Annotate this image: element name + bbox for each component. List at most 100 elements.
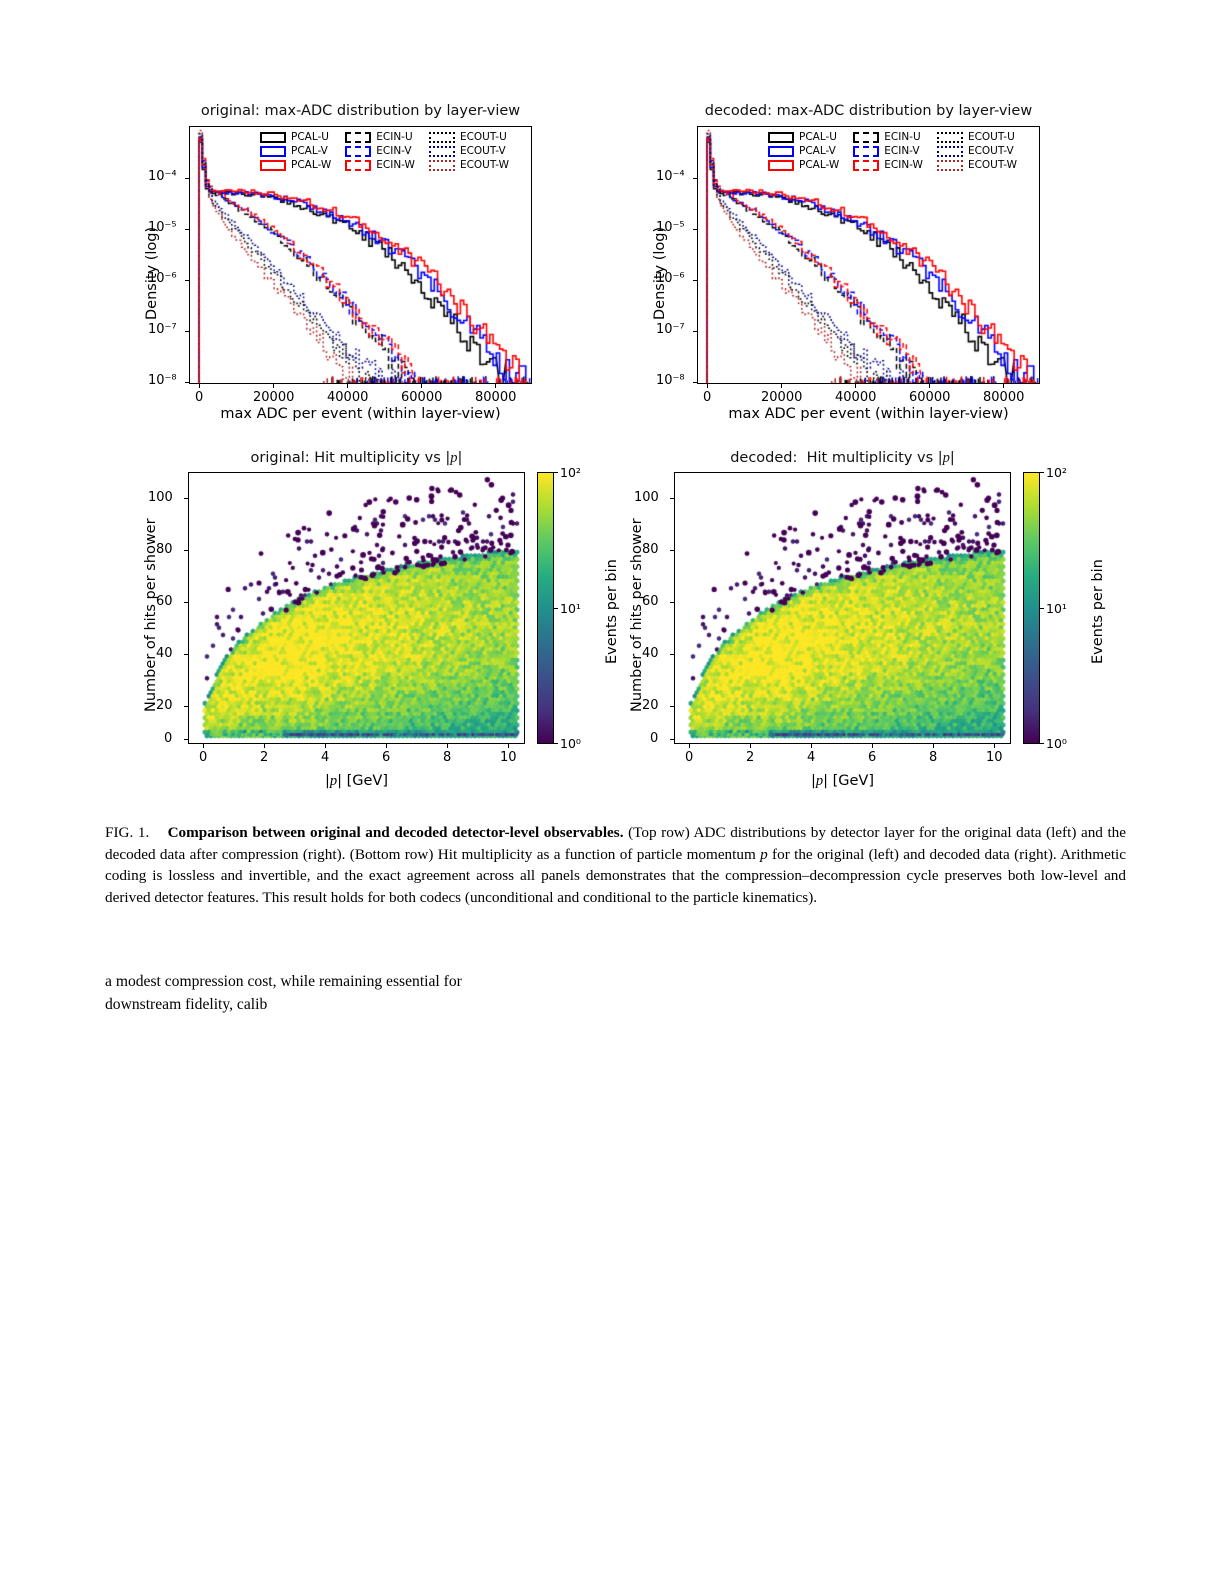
ytick-label: 100 [148, 490, 173, 505]
colorbar-tick-label: 10¹ [1046, 601, 1067, 616]
xtick-label: 0 [199, 750, 208, 765]
ytick-label: 40 [156, 646, 173, 661]
panel-bottom-right-ylabel: Number of hits per shower [629, 518, 645, 712]
panel-bottom-left-canvas [189, 473, 524, 743]
ytick-label: 20 [156, 698, 173, 713]
panel-bottom-left-xlabel-text: |p| [GeV] [324, 773, 389, 789]
colorbar-tick-label: 10¹ [560, 601, 581, 616]
panel-bottom-left-ylabel: Number of hits per shower [143, 518, 159, 712]
legend-label: PCAL-U [291, 131, 329, 143]
xtick-label: 20000 [253, 390, 295, 405]
panel-top-left-title: original: max-ADC distribution by layer-… [200, 103, 521, 119]
ytick-label: 40 [642, 646, 659, 661]
colorbar-tick-label: 10⁰ [1046, 736, 1067, 751]
legend-item: PCAL-U [768, 131, 839, 143]
xtick-label: 40000 [327, 390, 369, 405]
xtick-label: 8 [929, 750, 938, 765]
legend-item: PCAL-V [768, 145, 839, 157]
ytick-label: 60 [642, 594, 659, 609]
body-line-1: a modest compression cost, while remaini… [105, 973, 462, 990]
ytick-label: 10⁻⁶ [148, 271, 177, 286]
legend-label: PCAL-W [291, 159, 332, 171]
legend-swatch-icon [768, 131, 794, 143]
panel-bottom-right-colorbar [1023, 472, 1040, 744]
legend-label: ECIN-V [884, 145, 920, 157]
panel-top-right-title: decoded: max-ADC distribution by layer-v… [704, 103, 1033, 119]
legend-item: ECIN-U [345, 131, 415, 143]
panel-bottom-right-colorbar-label: Events per bin [1090, 559, 1106, 664]
legend-item: ECOUT-W [428, 159, 510, 171]
panel-bottom-right-title-text: decoded: Hit multiplicity vs |p| [730, 450, 955, 466]
legend-item: ECOUT-U [428, 131, 509, 143]
panel-bottom-left-colorbar-label: Events per bin [604, 559, 620, 664]
legend-swatch-icon [345, 145, 372, 157]
colorbar-tick-label: 10² [560, 465, 581, 480]
legend-item: ECOUT-V [936, 145, 1017, 157]
panel-bottom-right-xlabel: |p| [GeV] [674, 773, 1011, 790]
ytick-label: 0 [164, 731, 173, 746]
ytick-label: 10⁻⁷ [656, 322, 685, 337]
legend-swatch-icon [345, 131, 372, 143]
caption-body-2: for the original (left) and decoded data… [105, 845, 1126, 906]
panel-top-right-xlabel: max ADC per event (within layer-view) [728, 406, 1009, 422]
legend-swatch-icon [428, 145, 455, 157]
ytick-label: 60 [156, 594, 173, 609]
legend-label: ECOUT-W [967, 159, 1018, 171]
legend-label: PCAL-V [291, 145, 328, 157]
xtick-label: 2 [746, 750, 755, 765]
legend-swatch-icon [260, 159, 286, 171]
ytick-label: 10⁻⁶ [656, 271, 685, 286]
panel-top-left-xlabel: max ADC per event (within layer-view) [220, 406, 501, 422]
legend-label: ECIN-W [376, 159, 415, 171]
xtick-label: 60000 [401, 390, 443, 405]
xtick-label: 80000 [475, 390, 517, 405]
panel-bottom-left-title: original: Hit multiplicity vs |p| [188, 450, 525, 467]
panel-top-left-legend: PCAL-U ECIN-U ECOUT-U PCAL-V ECIN-V ECOUT-V PC… [260, 131, 509, 171]
caption-number: FIG. 1. [105, 824, 150, 841]
xtick-label: 0 [703, 390, 712, 405]
legend-label: ECOUT-W [459, 159, 510, 171]
legend-item: ECIN-U [853, 131, 923, 143]
legend-label: ECOUT-U [459, 131, 507, 143]
panel-bottom-right-canvas [675, 473, 1010, 743]
xtick-label: 4 [807, 750, 816, 765]
xtick-label: 10 [986, 750, 1003, 765]
ytick-label: 10⁻⁸ [148, 373, 177, 388]
panel-top-right-ylabel: Density (log) [652, 226, 668, 320]
legend-swatch-icon [853, 145, 880, 157]
legend-swatch-icon [260, 131, 286, 143]
legend-label: ECIN-U [376, 131, 413, 143]
ytick-label: 10⁻⁸ [656, 373, 685, 388]
panel-bottom-right-title: decoded: Hit multiplicity vs |p| [674, 450, 1011, 467]
panel-bottom-left-title-text: original: Hit multiplicity vs |p| [250, 450, 463, 466]
ytick-label: 10⁻⁴ [148, 169, 177, 184]
legend-item: PCAL-W [768, 159, 839, 171]
legend-item: ECOUT-U [936, 131, 1017, 143]
legend-swatch-icon [936, 159, 963, 171]
panel-bottom-left-axes [188, 472, 525, 744]
legend-label: ECOUT-V [459, 145, 506, 157]
legend-swatch-icon [260, 145, 286, 157]
caption-italic-p: p [760, 845, 768, 863]
ytick-label: 10⁻⁷ [148, 322, 177, 337]
xtick-label: 6 [868, 750, 877, 765]
ytick-label: 0 [650, 731, 659, 746]
legend-label: PCAL-U [799, 131, 837, 143]
xtick-label: 4 [321, 750, 330, 765]
ytick-label: 80 [642, 542, 659, 557]
legend-item: ECOUT-V [428, 145, 509, 157]
xtick-label: 0 [685, 750, 694, 765]
xtick-label: 10 [500, 750, 517, 765]
figure-caption: FIG. 1. Comparison between original and … [105, 822, 1126, 908]
xtick-label: 2 [260, 750, 269, 765]
colorbar-tick-label: 10⁰ [560, 736, 581, 751]
legend-label: ECIN-W [884, 159, 923, 171]
legend-label: ECOUT-U [967, 131, 1015, 143]
legend-item: ECIN-W [345, 159, 415, 171]
xtick-label: 60000 [909, 390, 951, 405]
legend-item: ECIN-W [853, 159, 923, 171]
xtick-label: 40000 [835, 390, 877, 405]
panel-top-right-legend: PCAL-U ECIN-U ECOUT-U PCAL-V ECIN-V ECOUT-V PC… [768, 131, 1017, 171]
legend-swatch-icon [768, 159, 794, 171]
legend-item: ECOUT-W [936, 159, 1018, 171]
